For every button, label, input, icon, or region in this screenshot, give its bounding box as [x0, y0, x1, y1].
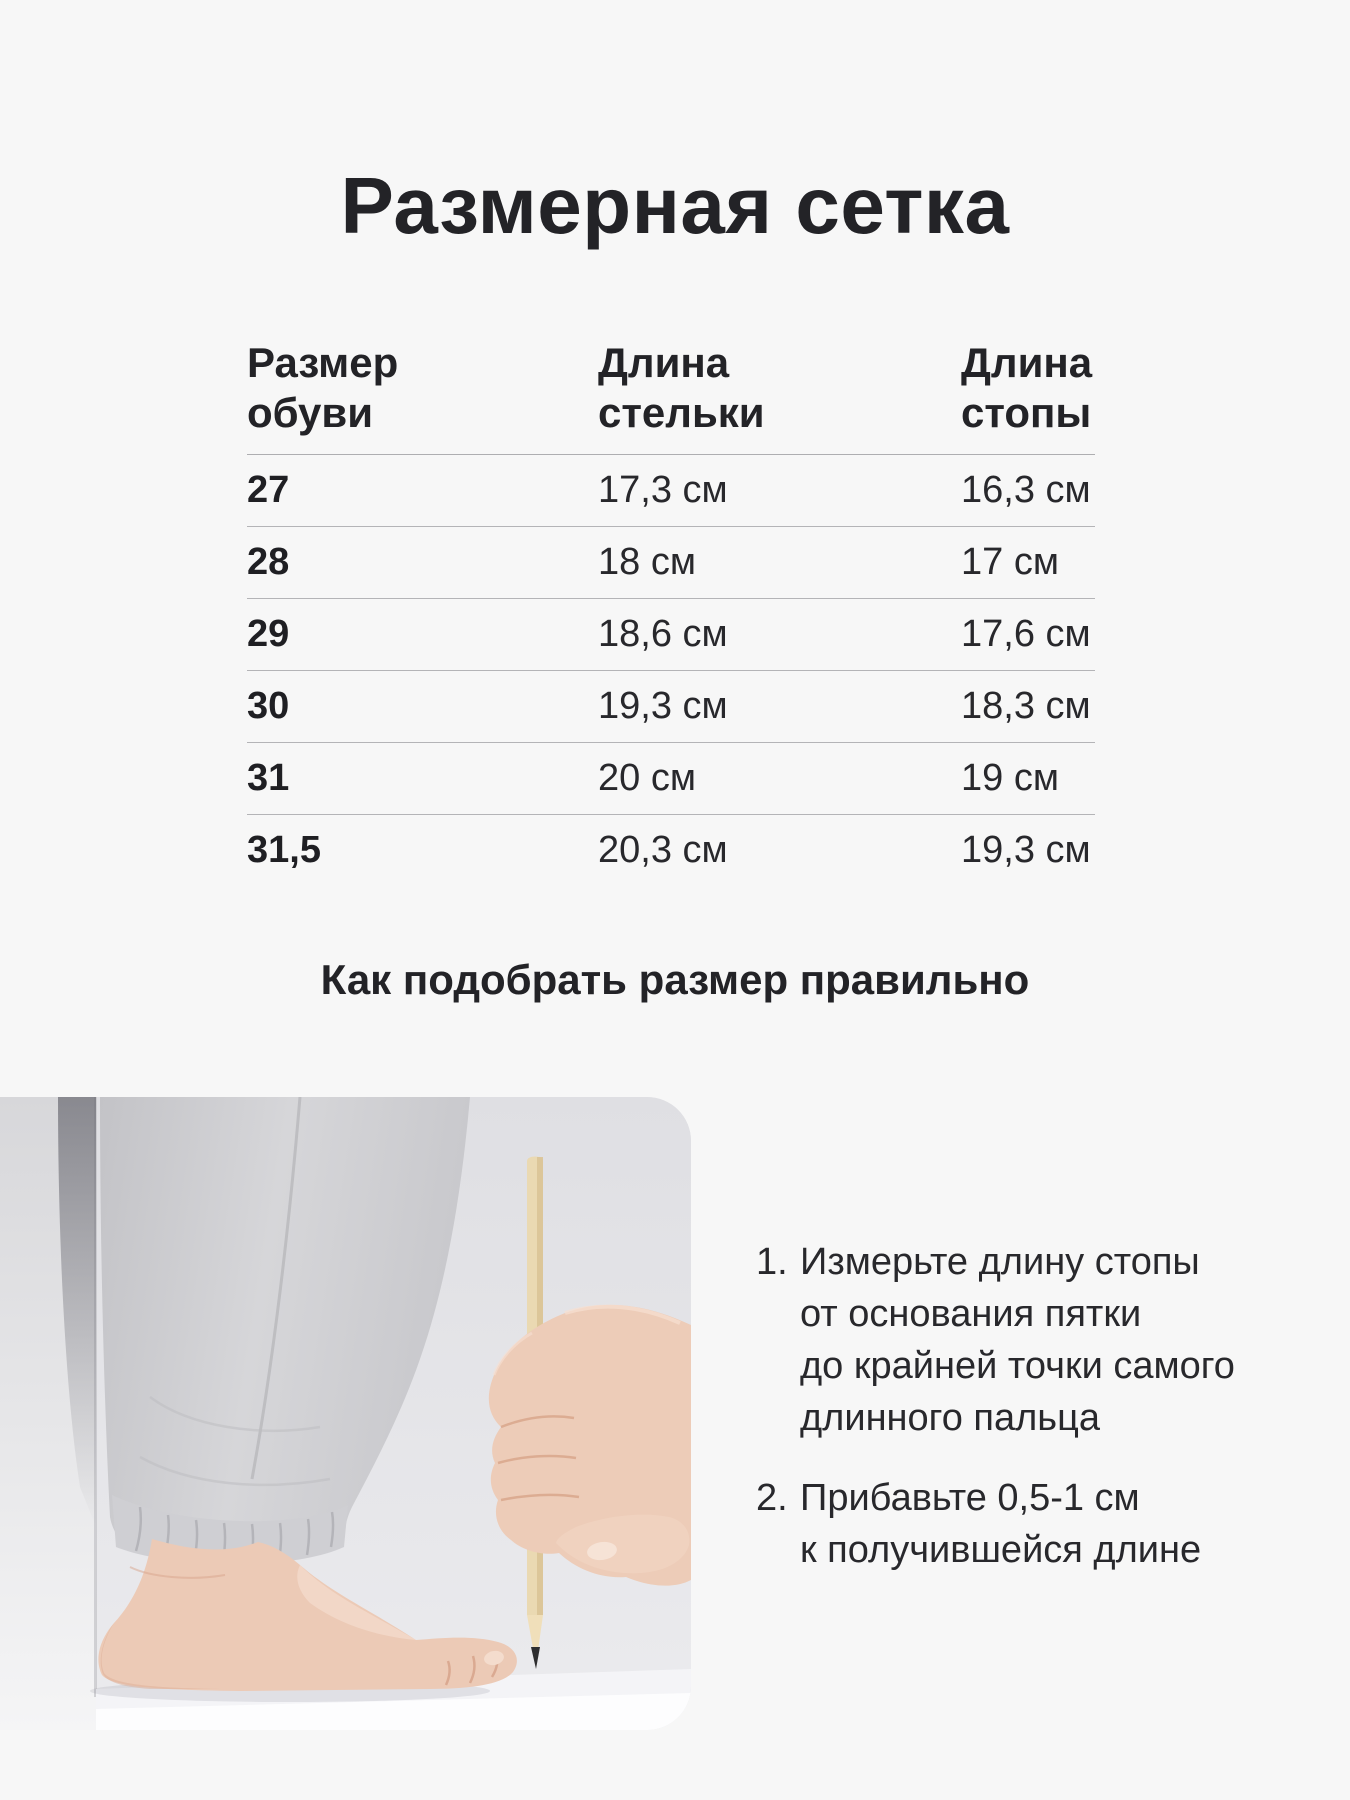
cell-size: 27: [247, 469, 290, 511]
foot-measurement-photo: [0, 1097, 691, 1730]
how-to-heading: Как подобрать размер правильно: [320, 956, 1030, 1003]
table-row: 28 18 см 17 см: [247, 527, 1095, 599]
cell-foot: 19,3 см: [961, 829, 1091, 871]
cell-size: 28: [247, 541, 290, 583]
size-table: Размер обуви Длина стельки Длина стопы 2…: [247, 338, 1095, 886]
cell-size: 31: [247, 757, 290, 799]
cell-foot: 17 см: [961, 541, 1059, 583]
toenail: [484, 1650, 504, 1666]
step-text: Прибавьте 0,5-1 см к получившейся длине: [800, 1477, 1202, 1571]
sweatpants-leg: [100, 1097, 470, 1563]
how-to-steps: 1. Измерьте длину стопы от основания пят…: [756, 1236, 1342, 1604]
cell-insole: 17,3 см: [598, 469, 728, 511]
wall-shadow: [58, 1097, 96, 1527]
table-row: 30 19,3 см 18,3 см: [247, 671, 1095, 743]
cell-insole: 20,3 см: [598, 829, 728, 871]
thumbnail: [587, 1541, 617, 1561]
cell-size: 31,5: [247, 829, 321, 871]
step-number: 2.: [756, 1477, 788, 1519]
cell-size: 30: [247, 685, 290, 727]
cell-insole: 20 см: [598, 757, 696, 799]
photo-floor-edge: [96, 1693, 691, 1730]
page-title: Размерная сетка: [340, 161, 1010, 250]
cell-foot: 17,6 см: [961, 613, 1091, 655]
cell-foot: 16,3 см: [961, 469, 1091, 511]
header-insole-length: Длина стельки: [598, 339, 765, 436]
cell-foot: 18,3 см: [961, 685, 1091, 727]
step-number: 1.: [756, 1241, 788, 1283]
foot-measurement-illustration: [0, 1097, 691, 1730]
cell-insole: 18 см: [598, 541, 696, 583]
cell-foot: 19 см: [961, 757, 1059, 799]
table-row: 27 17,3 см 16,3 см: [247, 455, 1095, 527]
step-text: Измерьте длину стопы от основания пятки …: [800, 1241, 1235, 1439]
table-row: 31 20 см 19 см: [247, 743, 1095, 815]
cell-size: 29: [247, 613, 290, 655]
cell-insole: 18,6 см: [598, 613, 728, 655]
table-row: 31,5 20,3 см 19,3 см: [247, 815, 1095, 886]
header-foot-length: Длина стопы: [961, 339, 1093, 436]
header-shoe-size: Размер обуви: [247, 339, 399, 436]
step-1: 1. Измерьте длину стопы от основания пят…: [756, 1236, 1342, 1444]
size-table-header: Размер обуви Длина стельки Длина стопы: [247, 338, 1095, 455]
step-2: 2. Прибавьте 0,5-1 см к получившейся дли…: [756, 1472, 1342, 1576]
hand: [488, 1304, 691, 1586]
thumb: [556, 1514, 690, 1574]
table-row: 29 18,6 см 17,6 см: [247, 599, 1095, 671]
cell-insole: 19,3 см: [598, 685, 728, 727]
